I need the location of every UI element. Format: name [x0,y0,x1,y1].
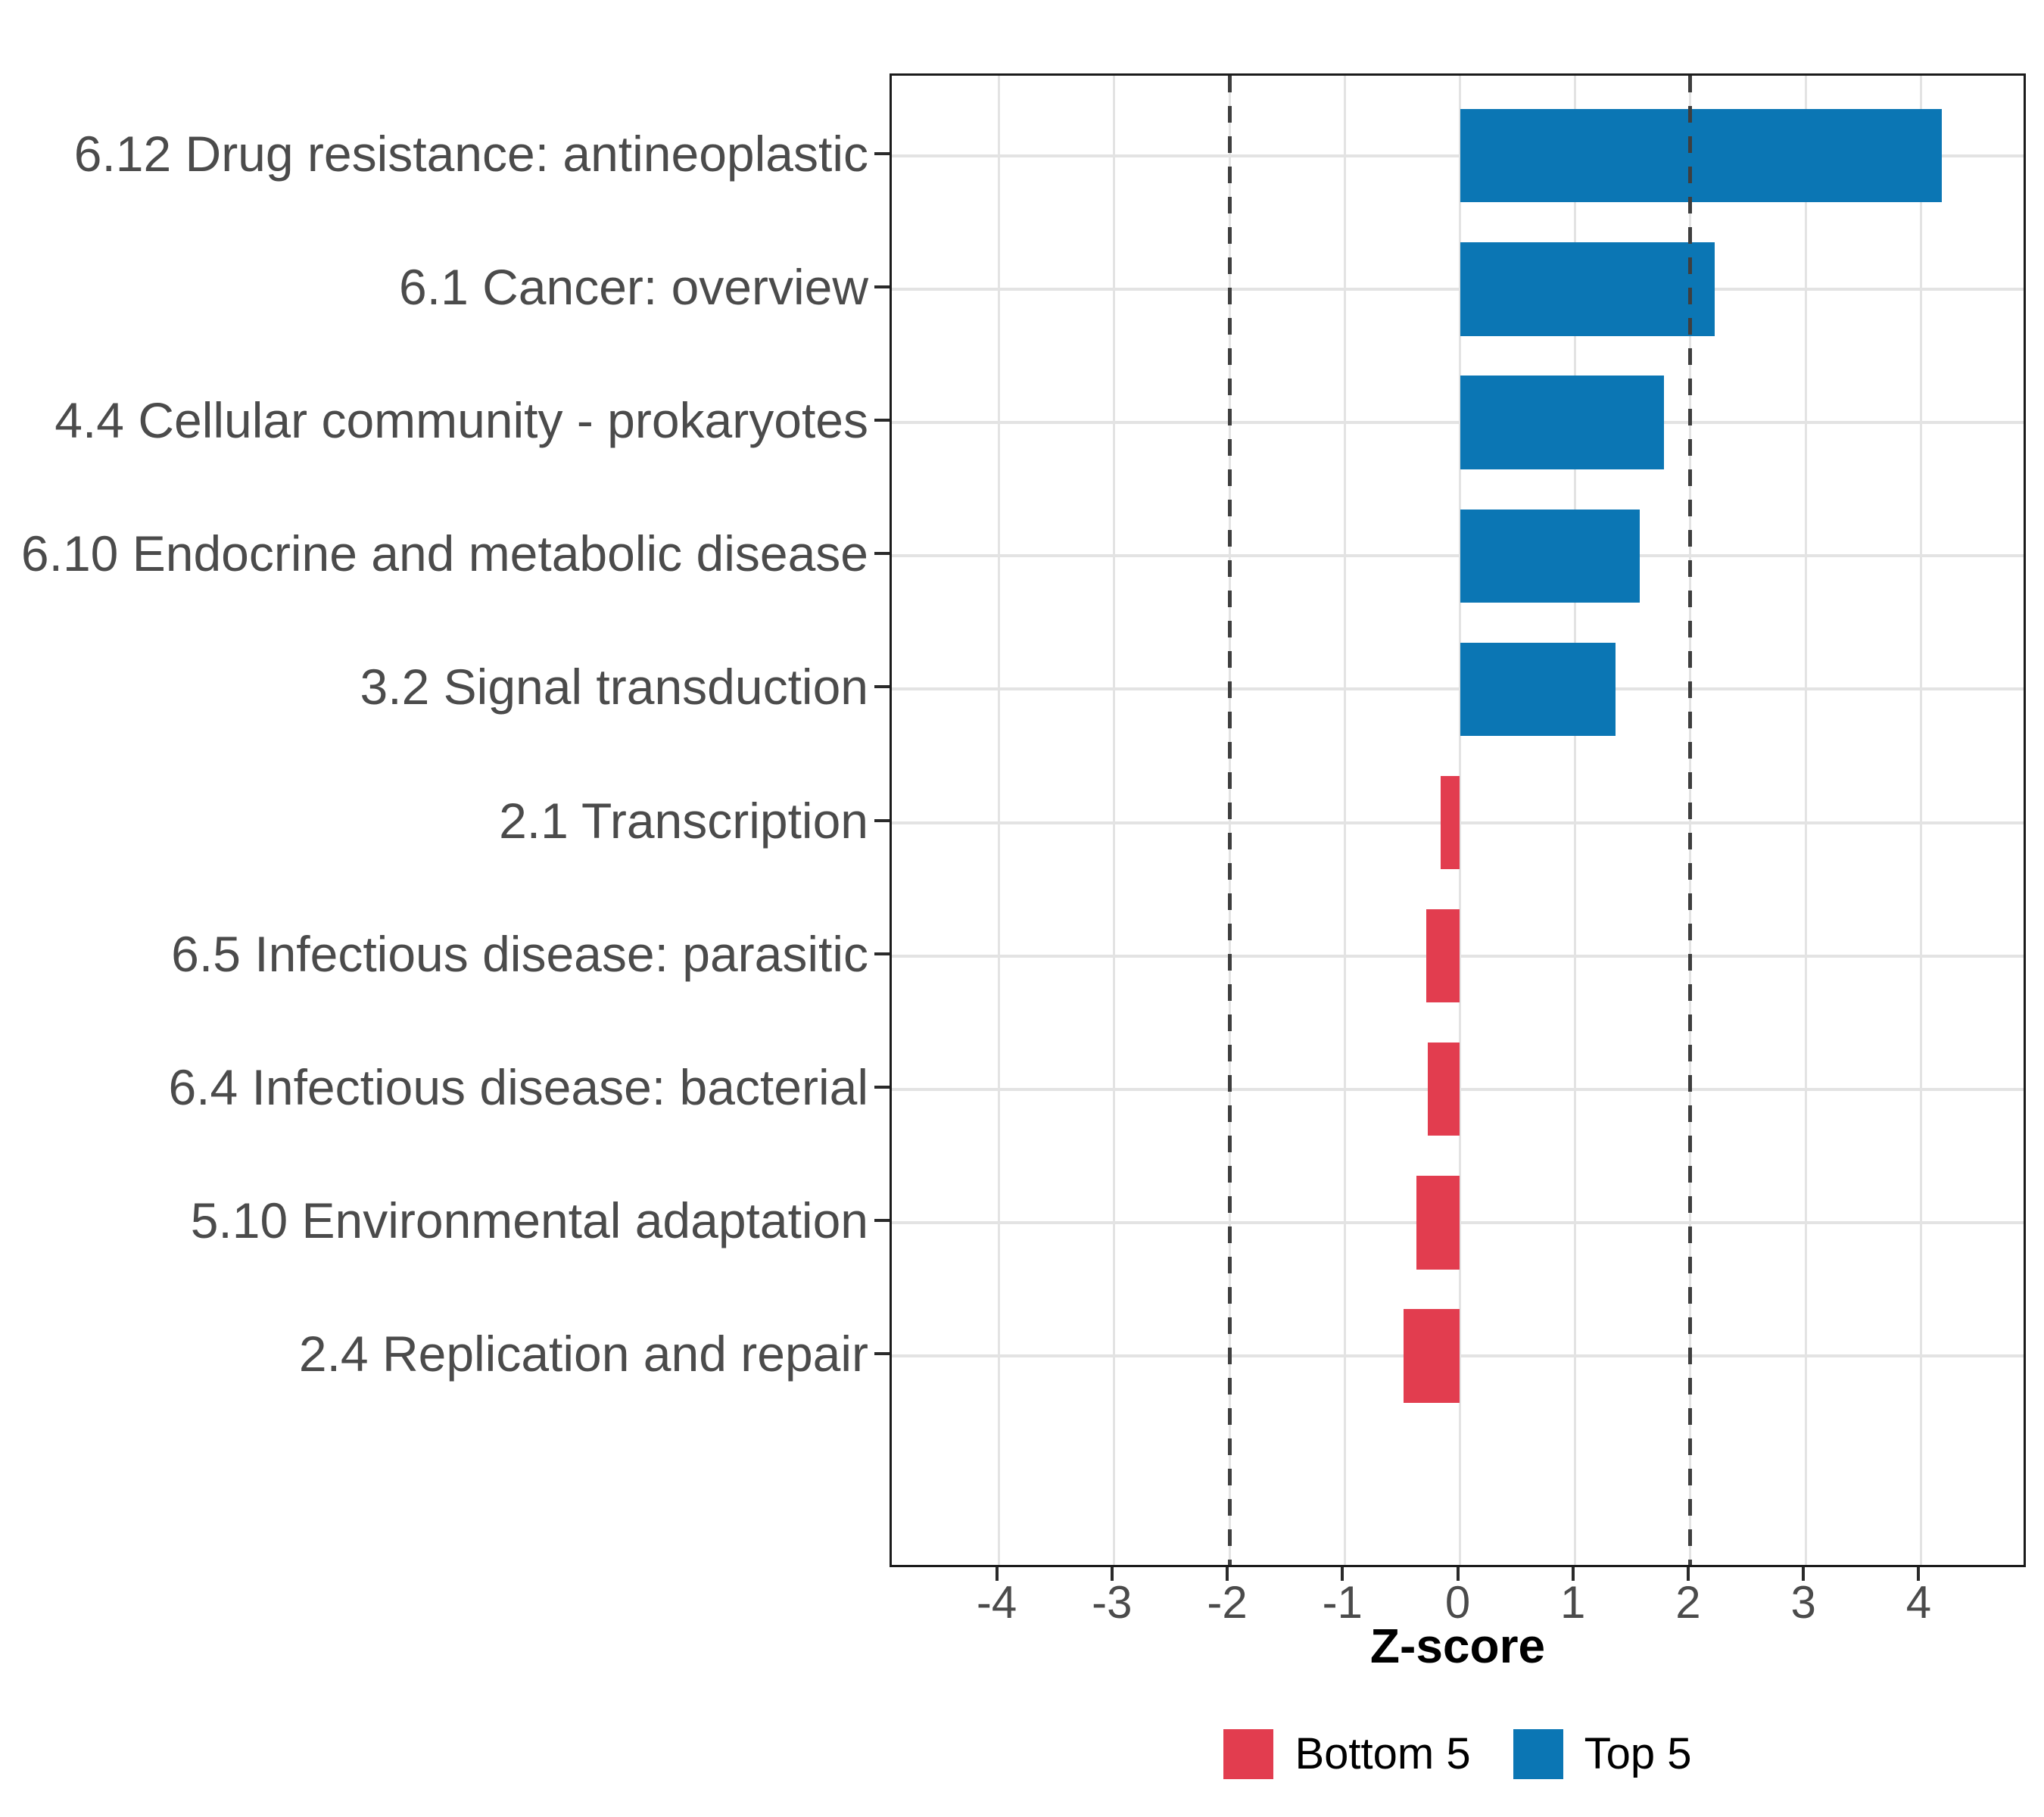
category-label: 2.4 Replication and repair [298,1326,868,1382]
category-label: 6.5 Infectious disease: parasitic [171,925,868,982]
x-tick-mark [1686,1567,1690,1581]
x-axis-title: Z-score [1369,1619,1546,1673]
y-tick-mark [874,285,890,288]
x-gridline [1343,76,1346,1565]
bar-2 [1460,242,1715,336]
x-tick-label: -4 [976,1577,1017,1628]
y-tick-mark [874,1218,890,1222]
x-tick-mark [995,1567,999,1581]
bar-8 [1427,1043,1460,1136]
x-gridline [1459,76,1461,1565]
x-gridline [1574,76,1577,1565]
x-tick-label: 2 [1675,1577,1701,1628]
x-tick-mark [1341,1567,1344,1581]
legend-label: Top 5 [1584,1729,1692,1778]
bar-10 [1403,1309,1460,1403]
y-gridline [892,287,2024,291]
y-tick-mark [874,1085,890,1089]
category-label: 6.4 Infectious disease: bacterial [168,1058,868,1115]
y-tick-mark [874,151,890,155]
y-tick-mark [874,685,890,689]
legend: Bottom 5 Top 5 [890,1728,2026,1781]
category-label: 2.1 Transcription [499,792,868,849]
x-tick-label: 1 [1560,1577,1586,1628]
x-tick-label: -3 [1092,1577,1133,1628]
category-label: 3.2 Signal transduction [360,659,868,715]
y-gridline [892,421,2024,425]
threshold-line [1688,76,1693,1565]
y-gridline [892,687,2024,691]
y-gridline [892,554,2024,558]
category-label: 5.10 Environmental adaptation [190,1192,868,1248]
x-tick-mark [1226,1567,1229,1581]
legend-item: Bottom 5 [1223,1729,1471,1779]
y-tick-mark [874,419,890,422]
bar-5 [1460,642,1616,736]
x-tick-mark [1571,1567,1575,1581]
x-tick-label: -1 [1322,1577,1363,1628]
category-label: 6.10 Endocrine and metabolic disease [20,525,868,582]
x-tick-mark [1110,1567,1114,1581]
bar-1 [1460,109,1942,203]
x-tick-label: 3 [1790,1577,1816,1628]
x-tick-label: 4 [1905,1577,1932,1628]
bar-4 [1460,509,1640,603]
x-tick-label: 0 [1444,1577,1471,1628]
legend-swatch [1513,1729,1563,1779]
bar-3 [1460,376,1664,469]
y-tick-mark [874,952,890,955]
x-tick-mark [1456,1567,1460,1581]
legend-item: Top 5 [1513,1729,1692,1779]
plot-panel [890,73,2026,1567]
bar-6 [1440,775,1460,870]
x-tick-mark [1917,1567,1921,1581]
category-label: 6.1 Cancer: overview [399,258,868,315]
bar-9 [1416,1176,1460,1270]
x-gridline [1804,76,1807,1565]
x-gridline [1919,76,1922,1565]
y-gridline [892,154,2024,157]
legend-label: Bottom 5 [1295,1729,1471,1778]
legend-swatch [1223,1729,1274,1779]
category-label: 4.4 Cellular community - prokaryotes [55,392,868,449]
y-tick-mark [874,552,890,556]
threshold-line [1227,76,1232,1565]
x-tick-mark [1802,1567,1806,1581]
category-label: 6.12 Drug resistance: antineoplastic [73,125,868,182]
x-tick-label: -2 [1207,1577,1248,1628]
y-tick-mark [874,1352,890,1356]
bar-7 [1426,909,1460,1003]
x-gridline [998,76,1001,1565]
x-gridline [1113,76,1116,1565]
y-tick-mark [874,818,890,822]
